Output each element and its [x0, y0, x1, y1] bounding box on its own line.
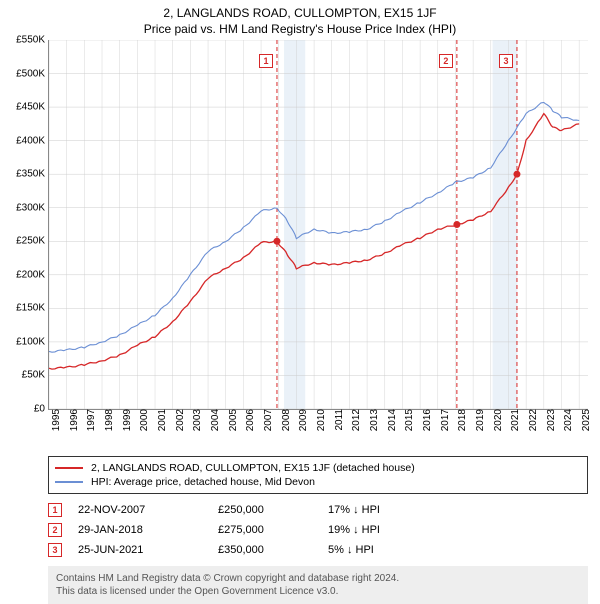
- x-tick-label: 2023: [544, 409, 557, 431]
- event-date: 29-JAN-2018: [78, 524, 218, 536]
- legend-swatch: [55, 467, 83, 469]
- legend-swatch: [55, 481, 83, 483]
- chart-subtitle: Price paid vs. HM Land Registry's House …: [0, 20, 600, 40]
- x-tick-label: 2004: [208, 409, 221, 431]
- chart-plot-area: £0£50K£100K£150K£200K£250K£300K£350K£400…: [48, 40, 588, 410]
- x-tick-label: 2008: [279, 409, 292, 431]
- event-row: 2 29-JAN-2018£275,00019% ↓ HPI: [48, 520, 588, 540]
- x-tick-label: 2018: [455, 409, 468, 431]
- x-tick-label: 2017: [438, 409, 451, 431]
- events-table: 1 22-NOV-2007£250,00017% ↓ HPI 2 29-JAN-201…: [48, 500, 588, 560]
- x-tick-label: 2020: [491, 409, 504, 431]
- event-price: £275,000: [218, 524, 328, 536]
- y-tick-label: £550K: [16, 35, 49, 46]
- x-tick-label: 2022: [526, 409, 539, 431]
- x-tick-label: 2014: [385, 409, 398, 431]
- x-tick-label: 1998: [102, 409, 115, 431]
- event-row: 3 25-JUN-2021£350,0005% ↓ HPI: [48, 540, 588, 560]
- x-tick-label: 1997: [84, 409, 97, 431]
- y-tick-label: £450K: [16, 102, 49, 113]
- footer-line: This data is licensed under the Open Gov…: [56, 585, 580, 598]
- y-tick-label: £250K: [16, 236, 49, 247]
- event-price: £350,000: [218, 544, 328, 556]
- event-hpi-delta: 17% ↓ HPI: [328, 504, 380, 516]
- event-row: 1 22-NOV-2007£250,00017% ↓ HPI: [48, 500, 588, 520]
- event-number-box: 2: [48, 523, 62, 537]
- x-tick-label: 2012: [349, 409, 362, 431]
- event-date: 22-NOV-2007: [78, 504, 218, 516]
- footer-line: Contains HM Land Registry data © Crown c…: [56, 572, 580, 585]
- x-tick-label: 2005: [226, 409, 239, 431]
- x-tick-label: 1995: [49, 409, 62, 431]
- chart-title: 2, LANGLANDS ROAD, CULLOMPTON, EX15 1JF: [0, 0, 600, 20]
- event-price: £250,000: [218, 504, 328, 516]
- x-tick-label: 1996: [67, 409, 80, 431]
- x-tick-label: 2000: [137, 409, 150, 431]
- y-tick-label: £150K: [16, 303, 49, 314]
- y-tick-label: £0: [34, 404, 49, 415]
- x-tick-label: 2019: [473, 409, 486, 431]
- attribution-footer: Contains HM Land Registry data © Crown c…: [48, 566, 588, 604]
- legend-label: 2, LANGLANDS ROAD, CULLOMPTON, EX15 1JF …: [91, 462, 415, 474]
- event-hpi-delta: 19% ↓ HPI: [328, 524, 380, 536]
- legend-label: HPI: Average price, detached house, Mid …: [91, 476, 315, 488]
- x-tick-label: 2009: [296, 409, 309, 431]
- x-tick-label: 2002: [173, 409, 186, 431]
- event-number-box: 1: [48, 503, 62, 517]
- y-tick-label: £300K: [16, 202, 49, 213]
- y-tick-label: £500K: [16, 68, 49, 79]
- event-number-box: 3: [48, 543, 62, 557]
- x-tick-label: 2025: [579, 409, 592, 431]
- legend-item: HPI: Average price, detached house, Mid …: [55, 475, 581, 489]
- y-tick-label: £50K: [22, 370, 49, 381]
- event-marker-box: 1: [259, 54, 273, 68]
- x-tick-label: 2001: [155, 409, 168, 431]
- y-tick-label: £350K: [16, 169, 49, 180]
- x-tick-label: 2024: [561, 409, 574, 431]
- chart-container: 2, LANGLANDS ROAD, CULLOMPTON, EX15 1JF …: [0, 0, 600, 590]
- legend-item: 2, LANGLANDS ROAD, CULLOMPTON, EX15 1JF …: [55, 461, 581, 475]
- x-tick-label: 2003: [190, 409, 203, 431]
- event-marker-box: 2: [439, 54, 453, 68]
- event-hpi-delta: 5% ↓ HPI: [328, 544, 374, 556]
- legend: 2, LANGLANDS ROAD, CULLOMPTON, EX15 1JF …: [48, 456, 588, 494]
- x-tick-label: 2010: [314, 409, 327, 431]
- x-tick-label: 1999: [120, 409, 133, 431]
- y-tick-label: £100K: [16, 336, 49, 347]
- y-tick-label: £400K: [16, 135, 49, 146]
- x-tick-label: 2006: [243, 409, 256, 431]
- x-tick-label: 2016: [420, 409, 433, 431]
- x-tick-label: 2021: [508, 409, 521, 431]
- event-date: 25-JUN-2021: [78, 544, 218, 556]
- event-marker-box: 3: [499, 54, 513, 68]
- y-tick-label: £200K: [16, 269, 49, 280]
- x-tick-label: 2015: [402, 409, 415, 431]
- x-tick-label: 2013: [367, 409, 380, 431]
- x-tick-label: 2007: [261, 409, 274, 431]
- x-tick-label: 2011: [332, 409, 345, 431]
